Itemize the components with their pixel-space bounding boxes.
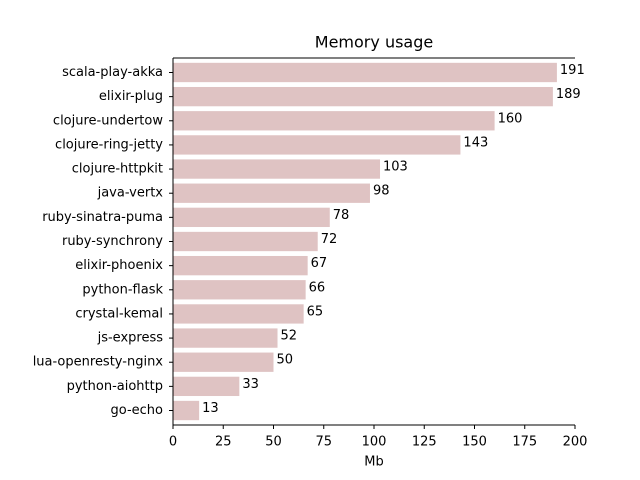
y-tick-label: crystal-kemal [75, 306, 163, 321]
value-label: 50 [277, 353, 294, 368]
value-label: 72 [321, 232, 338, 247]
value-label: 160 [498, 111, 523, 126]
bar [173, 376, 240, 397]
y-tick-label: clojure-undertow [53, 113, 163, 128]
y-tick-label: js-express [97, 331, 164, 346]
chart-title: Memory usage [315, 33, 433, 52]
value-label: 33 [242, 377, 259, 392]
bar [173, 400, 200, 421]
y-tick-label: clojure-httpkit [72, 162, 163, 177]
x-tick-label: 50 [265, 435, 282, 450]
y-tick-label: elixir-phoenix [75, 258, 163, 273]
bar [173, 280, 306, 300]
value-label: 103 [383, 160, 408, 175]
y-tick-label: clojure-ring-jetty [55, 137, 163, 152]
x-tick-label: 200 [563, 435, 588, 450]
x-tick-label: 100 [362, 435, 387, 450]
y-tick-label: scala-play-akka [62, 65, 163, 80]
value-label: 191 [560, 63, 585, 78]
y-tick-label: java-vertx [97, 186, 164, 201]
bar [173, 352, 274, 372]
bar [173, 231, 318, 252]
bar [173, 135, 461, 155]
x-tick-label: 125 [412, 435, 437, 450]
value-label: 66 [309, 280, 326, 295]
bar [173, 328, 278, 348]
value-label: 78 [333, 208, 350, 223]
value-label: 143 [463, 135, 488, 150]
y-tick-label: ruby-sinatra-puma [42, 210, 163, 225]
y-tick-label: python-aiohttp [67, 379, 163, 394]
value-label: 13 [202, 401, 219, 416]
bar [173, 304, 304, 324]
value-label: 98 [373, 184, 390, 199]
y-tick-label: lua-openresty-nginx [33, 355, 164, 370]
value-label: 189 [556, 87, 581, 102]
bar [173, 62, 557, 83]
value-label: 67 [311, 256, 328, 271]
y-tick-label: elixir-plug [99, 89, 163, 104]
value-label: 65 [307, 304, 324, 319]
bar [173, 183, 370, 203]
y-tick-label: go-echo [111, 403, 164, 418]
x-tick-label: 175 [512, 435, 537, 450]
bar [173, 159, 381, 179]
value-label: 52 [281, 329, 298, 344]
bar [173, 86, 553, 107]
x-tick-label: 0 [169, 435, 177, 450]
x-tick-label: 25 [215, 435, 232, 450]
x-axis-label: Mb [364, 455, 383, 470]
y-tick-label: ruby-synchrony [62, 234, 163, 249]
bar [173, 207, 330, 228]
y-tick-label: python-flask [82, 282, 163, 297]
x-tick-label: 150 [462, 435, 487, 450]
bar [173, 255, 308, 276]
bar [173, 111, 495, 131]
x-tick-label: 75 [315, 435, 332, 450]
